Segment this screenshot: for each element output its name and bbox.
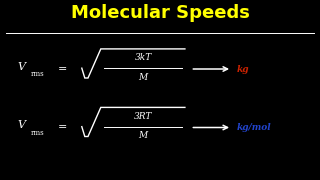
- Text: V: V: [18, 62, 26, 72]
- Text: =: =: [58, 64, 67, 74]
- Text: Molecular Speeds: Molecular Speeds: [71, 4, 249, 22]
- Text: 3kT: 3kT: [135, 53, 152, 62]
- Text: rms: rms: [31, 70, 45, 78]
- Text: =: =: [58, 123, 67, 132]
- Text: rms: rms: [31, 129, 45, 137]
- Text: V: V: [18, 120, 26, 130]
- Text: kg/mol: kg/mol: [237, 123, 271, 132]
- Text: M: M: [139, 131, 148, 140]
- Text: 3RT: 3RT: [134, 112, 152, 121]
- Text: kg: kg: [237, 64, 249, 73]
- Text: M: M: [139, 73, 148, 82]
